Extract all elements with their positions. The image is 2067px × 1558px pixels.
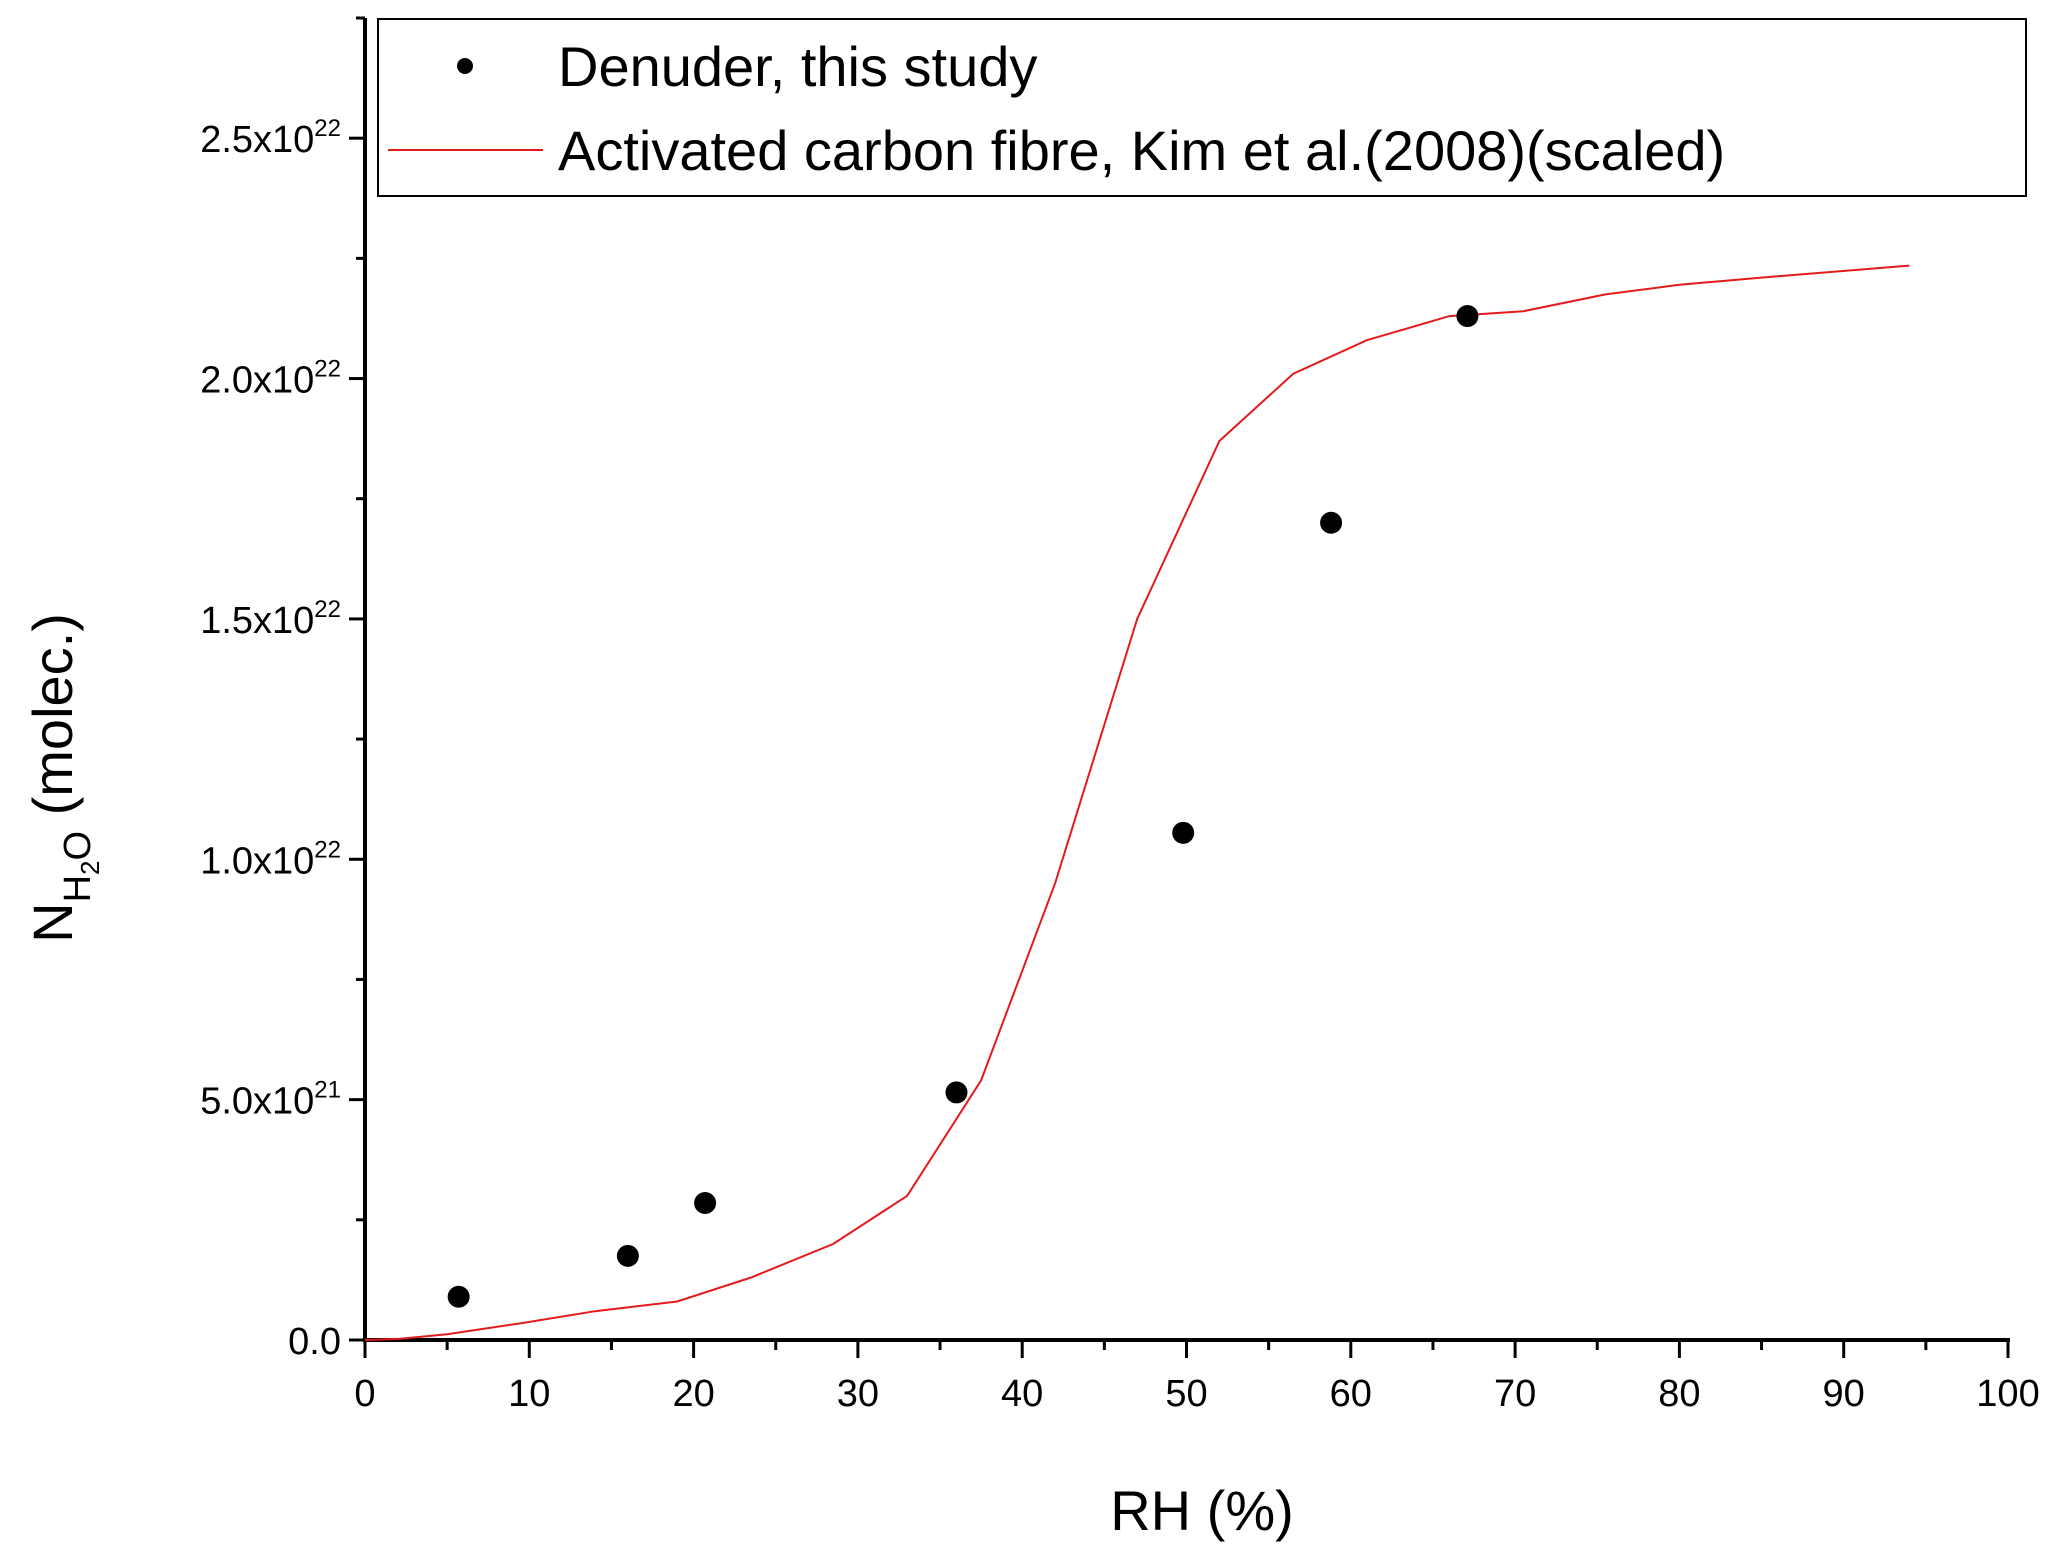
y-tick-label-exponent: 22: [314, 115, 341, 142]
y-axis-title: NH2O (molec.): [21, 613, 105, 943]
x-axis-title: RH (%): [1110, 1479, 1294, 1542]
x-tick-label: 100: [1976, 1373, 2039, 1415]
x-tick-label: 0: [354, 1373, 375, 1415]
x-tick-label: 40: [1001, 1373, 1043, 1415]
axes: [363, 18, 2010, 1342]
y-tick-label-exponent: 22: [314, 356, 341, 383]
x-tick-label: 30: [837, 1373, 879, 1415]
y-axis-ticks: 0.05.0x10211.0x10221.5x10222.0x10222.5x1…: [200, 16, 365, 1363]
y-axis-title-main: N: [21, 902, 84, 942]
y-tick-label: 2.5x1022: [200, 115, 341, 161]
x-axis-ticks: 0 10 20 30 40 50 60 70 80 90 100: [354, 1340, 2040, 1415]
y-tick-label: 1.0x1022: [200, 836, 341, 882]
series-denuder: [447, 305, 1479, 1308]
y-axis-title-subsub: 2: [75, 860, 105, 874]
data-point: [616, 1244, 639, 1267]
x-tick-label: 10: [508, 1373, 550, 1415]
y-tick-label-mantissa: 5.0x10: [200, 1081, 314, 1123]
y-tick-label-mantissa: 0.0: [288, 1321, 341, 1363]
y-axis-title-sub: H: [57, 875, 99, 902]
x-tick-label: 80: [1658, 1373, 1700, 1415]
data-point: [694, 1191, 717, 1214]
y-tick-label-mantissa: 2.5x10: [200, 119, 314, 161]
data-point: [1172, 821, 1195, 844]
y-tick-label-exponent: 22: [314, 596, 341, 623]
y-tick-label: 0.0: [288, 1321, 341, 1363]
data-point: [447, 1285, 470, 1308]
legend-label-activated-carbon: Activated carbon fibre, Kim et al.(2008)…: [558, 119, 1725, 182]
legend-label-denuder: Denuder, this study: [558, 35, 1037, 98]
y-axis-title-sub-tail: O: [57, 831, 99, 861]
y-tick-label-exponent: 21: [314, 1077, 341, 1104]
x-tick-label: 60: [1330, 1373, 1372, 1415]
y-tick-label: 1.5x1022: [200, 596, 341, 642]
y-axis-title-tail: (molec.): [21, 613, 84, 831]
y-tick-label: 2.0x1022: [200, 356, 341, 402]
legend-box: [377, 18, 2027, 197]
y-tick-label-mantissa: 2.0x10: [200, 360, 314, 402]
data-point: [945, 1081, 968, 1104]
data-point: [1456, 305, 1479, 328]
y-tick-label-exponent: 22: [314, 836, 341, 863]
series-activated-carbon-fibre: [364, 264, 1910, 1341]
legend-marker-denuder: [457, 58, 473, 74]
y-tick-label-mantissa: 1.5x10: [200, 600, 314, 642]
y-tick-label: 5.0x1021: [200, 1077, 341, 1123]
data-point: [1320, 511, 1343, 534]
y-tick-label-mantissa: 1.0x10: [200, 840, 314, 882]
legend: Denuder, this study Activated carbon fib…: [377, 18, 2027, 197]
x-tick-label: 20: [672, 1373, 714, 1415]
series-line-path: [364, 264, 1910, 1341]
x-tick-label: 90: [1823, 1373, 1865, 1415]
x-tick-label: 50: [1165, 1373, 1207, 1415]
x-tick-label: 70: [1494, 1373, 1536, 1415]
